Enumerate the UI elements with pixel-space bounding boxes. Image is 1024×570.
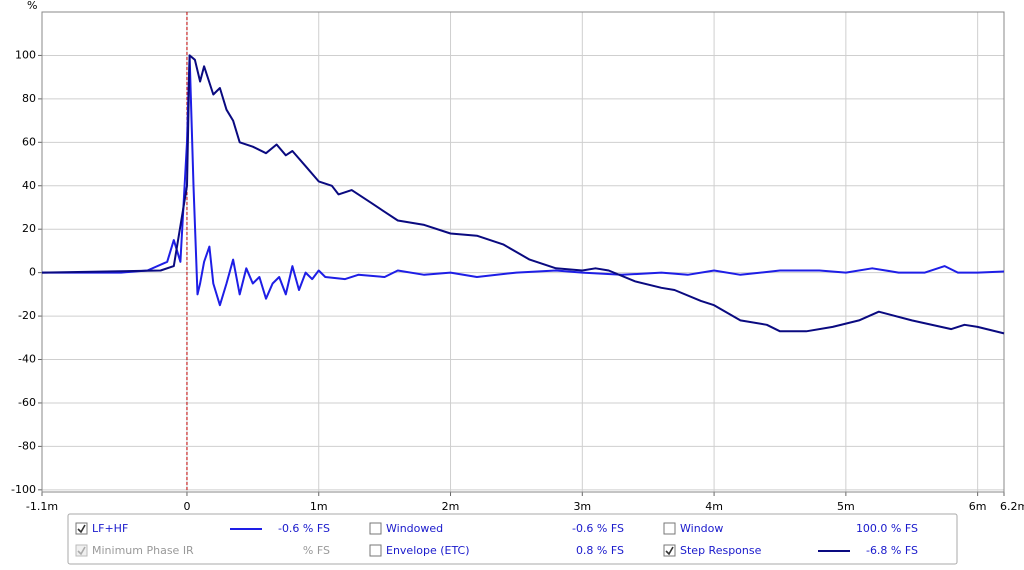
y-tick-label: 0 [29, 266, 36, 279]
checkmark [77, 546, 86, 556]
legend-label: Window [680, 522, 723, 535]
legend-label: Windowed [386, 522, 443, 535]
legend-readout: -0.6 % FS [572, 522, 624, 535]
legend-label: Minimum Phase IR [92, 544, 194, 557]
checkbox[interactable] [369, 522, 382, 535]
checkmark [77, 524, 86, 534]
legend-readout: 0.8 % FS [576, 544, 624, 557]
y-tick-label: 40 [22, 179, 36, 192]
checkbox[interactable] [75, 522, 88, 535]
y-tick-label: -40 [18, 353, 36, 366]
legend-readout: -0.6 % FS [278, 522, 330, 535]
legend-label: Step Response [680, 544, 762, 557]
x-tick-label: 4m [705, 500, 723, 513]
x-tick-label: 5m [837, 500, 855, 513]
y-tick-label: -100 [11, 483, 36, 496]
plot-frame [41, 11, 1005, 493]
x-tick-label: -1.1m [26, 500, 58, 513]
x-tick-label: 3m [573, 500, 591, 513]
x-tick-label: 1m [310, 500, 328, 513]
legend-readout: % FS [303, 544, 330, 557]
legend-label: LF+HF [92, 522, 128, 535]
y-tick-label: 60 [22, 135, 36, 148]
series-line [41, 54, 1005, 335]
legend-panel [67, 513, 958, 565]
y-tick-label: 80 [22, 92, 36, 105]
legend-readout: -6.8 % FS [866, 544, 918, 557]
y-axis-label: % [27, 0, 37, 12]
legend-label: Envelope (ETC) [386, 544, 470, 557]
y-tick-label: 100 [15, 48, 36, 61]
checkbox[interactable] [663, 544, 676, 557]
y-tick-label: -60 [18, 396, 36, 409]
checkmark [665, 546, 674, 556]
plot-frame [41, 11, 1005, 493]
legend-readout: 100.0 % FS [856, 522, 918, 535]
checkbox[interactable] [663, 522, 676, 535]
x-tick-label: 6.2m s [1000, 500, 1024, 513]
x-tick-label: 2m [442, 500, 460, 513]
y-tick-label: 20 [22, 222, 36, 235]
series-line [42, 54, 1005, 307]
y-tick-label: -80 [18, 439, 36, 452]
checkbox[interactable] [369, 544, 382, 557]
x-tick-label: 6m [969, 500, 987, 513]
checkbox [75, 544, 88, 557]
x-tick-label: 0 [183, 500, 190, 513]
y-tick-label: -20 [18, 309, 36, 322]
